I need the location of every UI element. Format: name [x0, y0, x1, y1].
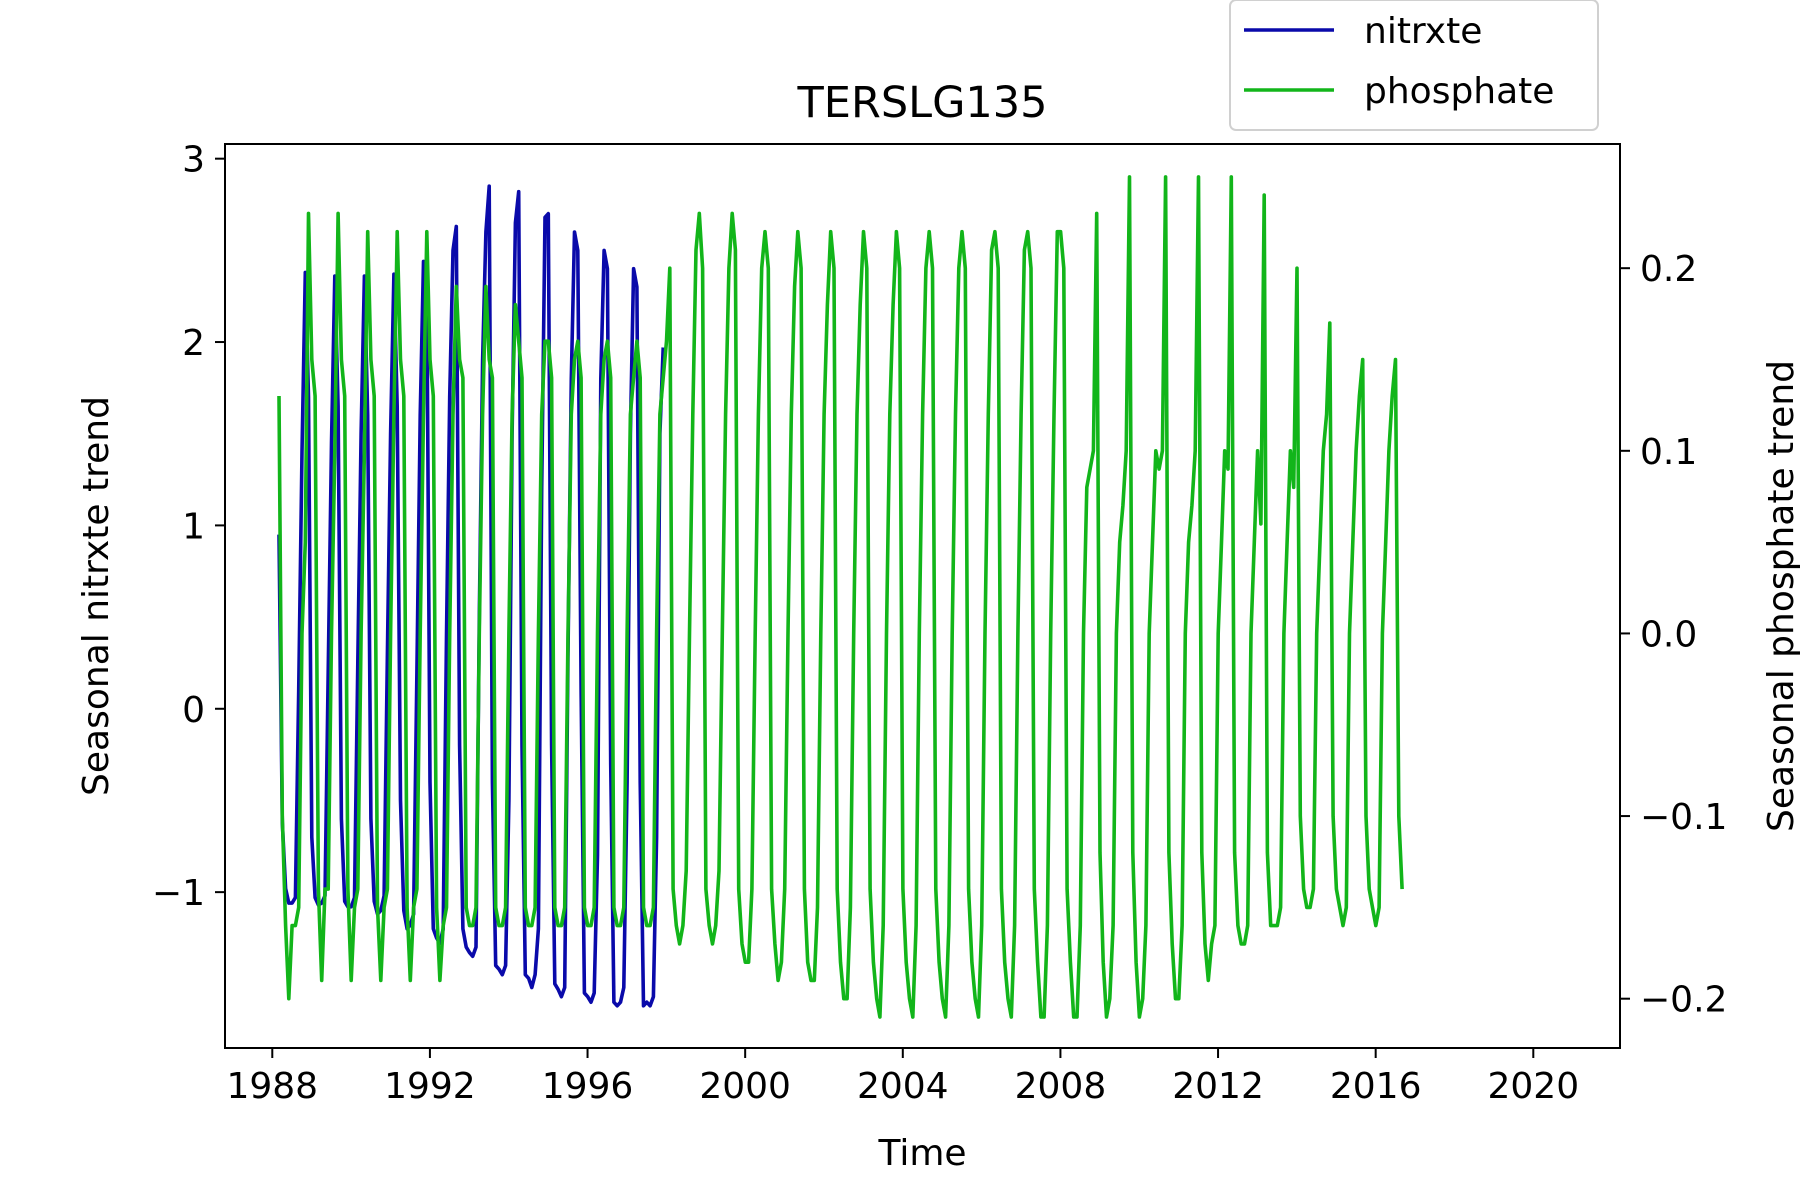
x-tick-label-2004: 2004 [857, 1066, 949, 1107]
y-axis-left-label: Seasonal nitrxte trend [76, 396, 117, 796]
x-tick-label-1996: 1996 [542, 1066, 634, 1107]
x-tick-label-2000: 2000 [699, 1066, 791, 1107]
x-tick-label-2016: 2016 [1330, 1066, 1422, 1107]
legend-box [1229, 0, 1599, 131]
y-axis-right: −0.2 −0.1 0.0 0.1 0.2 [1620, 249, 1727, 1021]
series-line-phosphate [277, 175, 1404, 1019]
plot-area [224, 143, 1621, 1049]
y-left-tick-label-1: 1 [182, 506, 205, 547]
plot-frame [224, 143, 1621, 1049]
y-right-tick-label-0: 0.0 [1640, 614, 1697, 655]
y-left-tick-label--1: −1 [152, 873, 205, 914]
y-axis-left: −1 0 1 2 3 [152, 140, 225, 914]
x-axis: 1988 1992 1996 2000 2004 2008 2012 2016 2020 [226, 1048, 1579, 1107]
legend: nitrxte phosphate [1229, 0, 1599, 131]
x-tick-label-2008: 2008 [1015, 1066, 1107, 1107]
y-right-tick-label-0.2: 0.2 [1640, 249, 1697, 290]
x-tick-label-2012: 2012 [1172, 1066, 1264, 1107]
y-left-tick-label-2: 2 [182, 323, 205, 364]
y-right-tick-label--0.2: −0.2 [1640, 980, 1727, 1021]
chart-title: TERSLG135 [797, 78, 1048, 128]
y-left-tick-label-3: 3 [182, 140, 205, 181]
x-tick-label-1992: 1992 [384, 1066, 476, 1107]
x-tick-label-2020: 2020 [1487, 1066, 1579, 1107]
y-right-tick-label--0.1: −0.1 [1640, 797, 1727, 838]
x-axis-label: Time [877, 1133, 966, 1174]
legend-label-nitrxte: nitrxte [1364, 11, 1482, 52]
y-left-tick-label-0: 0 [182, 690, 205, 731]
y-axis-right-label: Seasonal phosphate trend [1761, 360, 1800, 832]
x-tick-label-1988: 1988 [226, 1066, 318, 1107]
legend-label-phosphate: phosphate [1364, 71, 1554, 112]
y-right-tick-label-0.1: 0.1 [1640, 432, 1697, 473]
